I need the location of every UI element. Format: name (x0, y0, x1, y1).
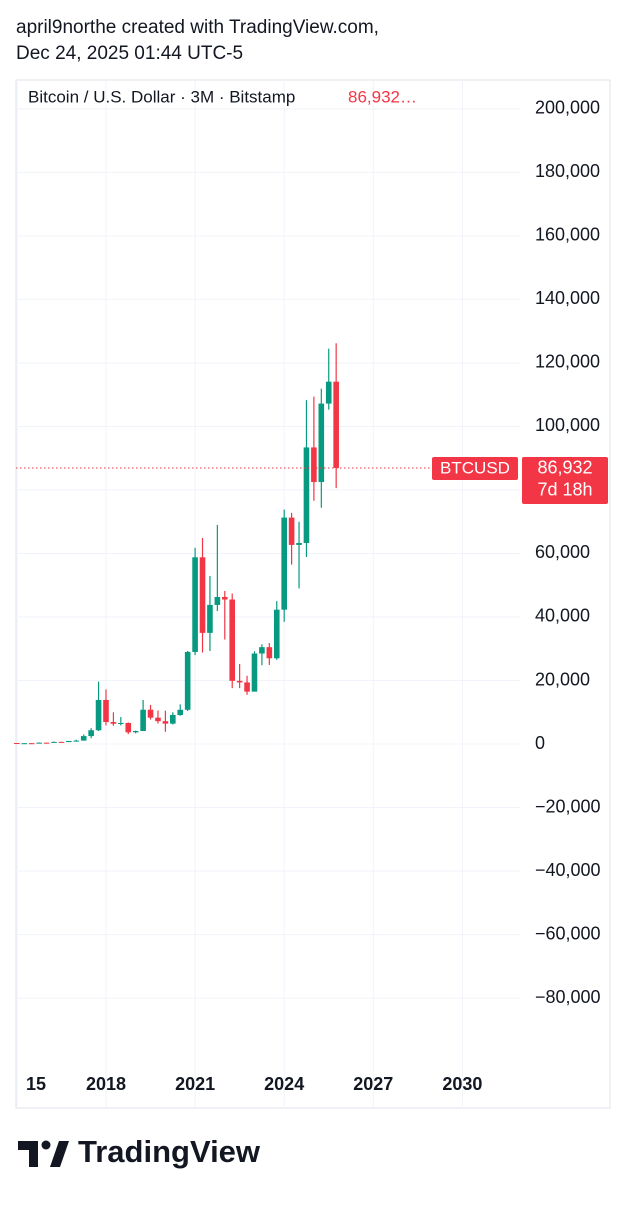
y-tick-label: 40,000 (535, 606, 590, 626)
candle-body (325, 381, 332, 404)
candle-body (80, 736, 87, 741)
candle-body (51, 741, 57, 743)
y-tick-label: 100,000 (535, 415, 600, 435)
plot: −80,000 −60,000 −40,000 −20,000 0 20,000 40,00… (14, 79, 611, 1109)
candle-body (288, 517, 295, 545)
candle-body (170, 714, 176, 724)
candle-body (110, 722, 117, 724)
candle-body (58, 741, 65, 743)
candle-body (236, 680, 243, 683)
y-tick-label: 200,000 (535, 98, 600, 118)
candle-body (118, 722, 124, 724)
candle-body (88, 730, 94, 737)
x-tick-label: 2027 (353, 1074, 393, 1094)
y-tick-label: −80,000 (535, 987, 601, 1007)
x-tick-label: 2024 (264, 1074, 304, 1094)
candle-body (73, 740, 80, 742)
brand-name: TradingView (78, 1134, 261, 1169)
candle-body (147, 709, 154, 718)
brand-logo (18, 1140, 69, 1167)
candle-body (36, 742, 42, 744)
candle-body (273, 609, 280, 659)
y-tick-label: 180,000 (535, 161, 600, 181)
candle-body (192, 557, 198, 652)
candle-body (21, 743, 28, 745)
candle-body (221, 596, 228, 600)
y-tick-label: −40,000 (535, 860, 601, 880)
y-tick-label: 60,000 (535, 542, 590, 562)
y-tick-label: −60,000 (535, 923, 601, 943)
candle-body (251, 653, 258, 692)
candle-body (155, 717, 161, 722)
x-tick-label: 15 (26, 1074, 46, 1094)
price-box (522, 456, 608, 504)
candle-body (177, 709, 184, 715)
candle-body (318, 403, 325, 483)
candle-body (244, 682, 250, 692)
candle-body (28, 743, 35, 745)
y-tick-label: 0 (535, 733, 545, 753)
candle-body (103, 699, 109, 723)
candle-body (214, 596, 221, 605)
candle-body (162, 721, 169, 724)
countdown-label: 7d 18h (537, 480, 592, 500)
x-tick-label: 2030 (442, 1074, 482, 1094)
candle-body (14, 743, 20, 745)
x-tick-label: 2021 (175, 1074, 215, 1094)
header-line: Dec 24, 2025 01:44 UTC-5 (16, 43, 243, 64)
y-tick-label: 160,000 (535, 225, 600, 245)
candle-body (125, 722, 132, 733)
candle-body (266, 647, 273, 659)
candle-body (281, 517, 287, 610)
candle-body (199, 557, 206, 633)
candle-body (229, 599, 236, 681)
symbol-box (432, 456, 518, 480)
candle-body (259, 647, 265, 654)
candle-body (311, 447, 317, 483)
candle-body (184, 651, 191, 710)
y-tick-label: −20,000 (535, 796, 601, 816)
legend-value: 86,932… (348, 87, 417, 106)
price-label: 86,932 (537, 458, 592, 478)
candle-body (95, 699, 102, 731)
y-tick-label: 20,000 (535, 669, 590, 689)
symbol-label: BTCUSD (440, 458, 510, 477)
y-tick-label: 140,000 (535, 288, 600, 308)
candle-body (207, 604, 213, 633)
candle-body (296, 543, 302, 545)
candle-body (140, 709, 146, 732)
candle-body (303, 447, 310, 544)
x-tick-label: 2018 (86, 1074, 126, 1094)
header-line: april9northe created with TradingView.co… (16, 17, 379, 38)
candle-body (66, 740, 72, 743)
candle-body (132, 731, 139, 733)
plot-frame (15, 79, 611, 1109)
candle-body (333, 381, 339, 468)
candle-body (43, 742, 50, 744)
y-tick-label: 120,000 (535, 352, 600, 372)
legend-title: Bitcoin / U.S. Dollar · 3M · Bitstamp (28, 87, 295, 106)
